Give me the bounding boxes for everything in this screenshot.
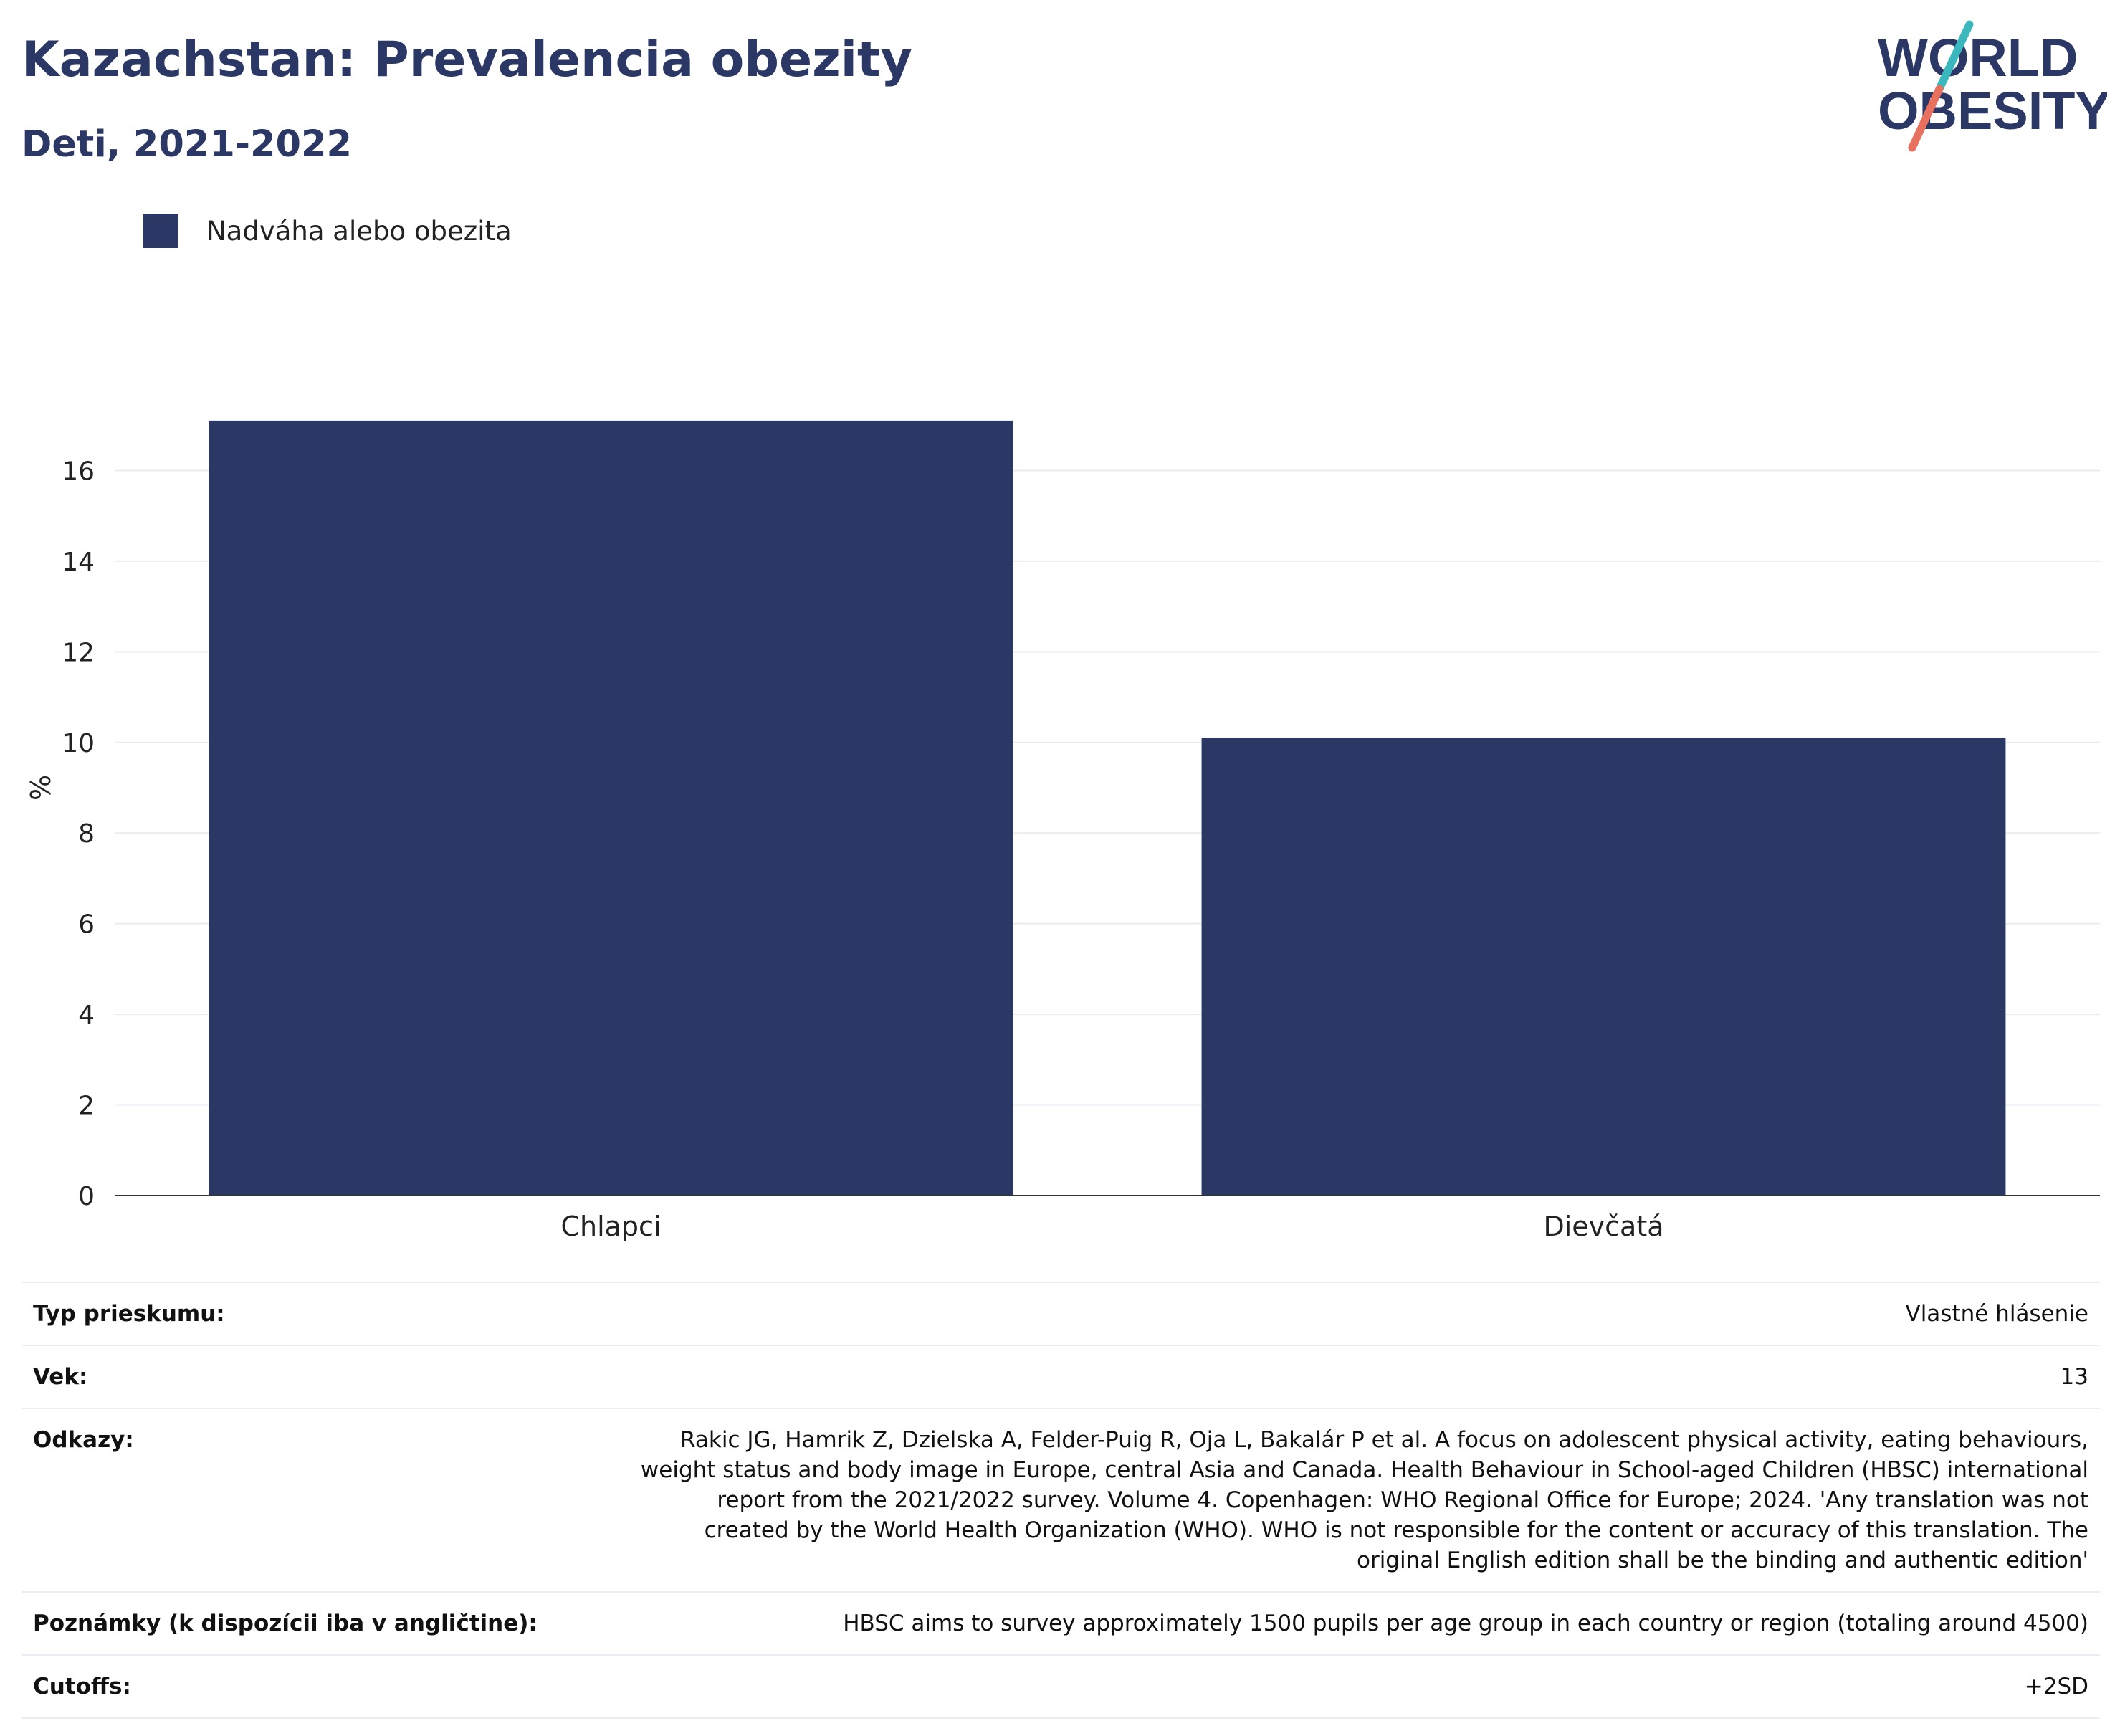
y-tick-label: 6 xyxy=(78,910,95,940)
bar-chlapci xyxy=(209,420,1013,1196)
info-value: HBSC aims to survey approximately 1500 p… xyxy=(843,1611,2088,1636)
chart-legend: Nadváha alebo obezita xyxy=(143,214,512,248)
y-tick-label: 12 xyxy=(62,638,95,667)
info-value: Rakic JG, Hamrik Z, Dzielska A, Felder-P… xyxy=(640,1427,2088,1573)
info-row-references: Odkazy: Rakic JG, Hamrik Z, Dzielska A, … xyxy=(22,1408,2100,1592)
x-tick-label: Chlapci xyxy=(560,1211,661,1242)
world-obesity-logo: WORLD OBESITY xyxy=(1878,20,2107,152)
y-tick-label: 4 xyxy=(78,1001,95,1030)
bar-chart: 0 2 4 6 8 10 12 14 16% Chlapci Dievčatá xyxy=(25,420,2100,1242)
logo-slash-teal xyxy=(1935,20,1974,93)
info-row-notes: Poznámky (k dispozícii iba v angličtine)… xyxy=(22,1592,2100,1655)
info-row-survey-type: Typ prieskumu: Vlastné hlásenie xyxy=(22,1282,2100,1345)
y-tick-label: 16 xyxy=(62,457,95,486)
info-value: 13 xyxy=(2060,1364,2088,1390)
bar-dievcata xyxy=(1201,738,2006,1196)
y-tick-label: 2 xyxy=(78,1092,95,1121)
info-value: Vlastné hlásenie xyxy=(1905,1301,2088,1327)
y-tick-label: 8 xyxy=(78,819,95,849)
info-label: Cutoffs: xyxy=(33,1674,131,1699)
info-label: Poznámky (k dispozícii iba v angličtine)… xyxy=(33,1611,538,1636)
legend-label: Nadváha alebo obezita xyxy=(206,215,512,247)
y-tick-label: 10 xyxy=(62,729,95,758)
logo-line2: OBESITY xyxy=(1878,81,2107,140)
y-axis-label: % xyxy=(25,775,57,801)
info-value: +2SD xyxy=(2024,1674,2088,1699)
y-tick-label: 0 xyxy=(78,1182,95,1211)
logo-line1: WORLD xyxy=(1878,28,2078,87)
x-tick-label: Dievčatá xyxy=(1543,1211,1663,1242)
logo-slash-coral xyxy=(1908,85,1944,152)
info-label: Vek: xyxy=(33,1364,88,1390)
info-table: Typ prieskumu: Vlastné hlásenie Vek: 13 … xyxy=(22,1282,2100,1719)
chart-subtitle: Deti, 2021-2022 xyxy=(22,123,352,166)
y-tick-label: 14 xyxy=(62,548,95,577)
legend-swatch xyxy=(143,214,178,248)
info-label: Typ prieskumu: xyxy=(33,1301,225,1327)
chart-title: Kazachstan: Prevalencia obezity xyxy=(22,32,912,88)
info-row-cutoffs: Cutoffs: +2SD xyxy=(22,1655,2100,1718)
info-label: Odkazy: xyxy=(33,1427,134,1453)
info-row-age: Vek: 13 xyxy=(22,1345,2100,1408)
